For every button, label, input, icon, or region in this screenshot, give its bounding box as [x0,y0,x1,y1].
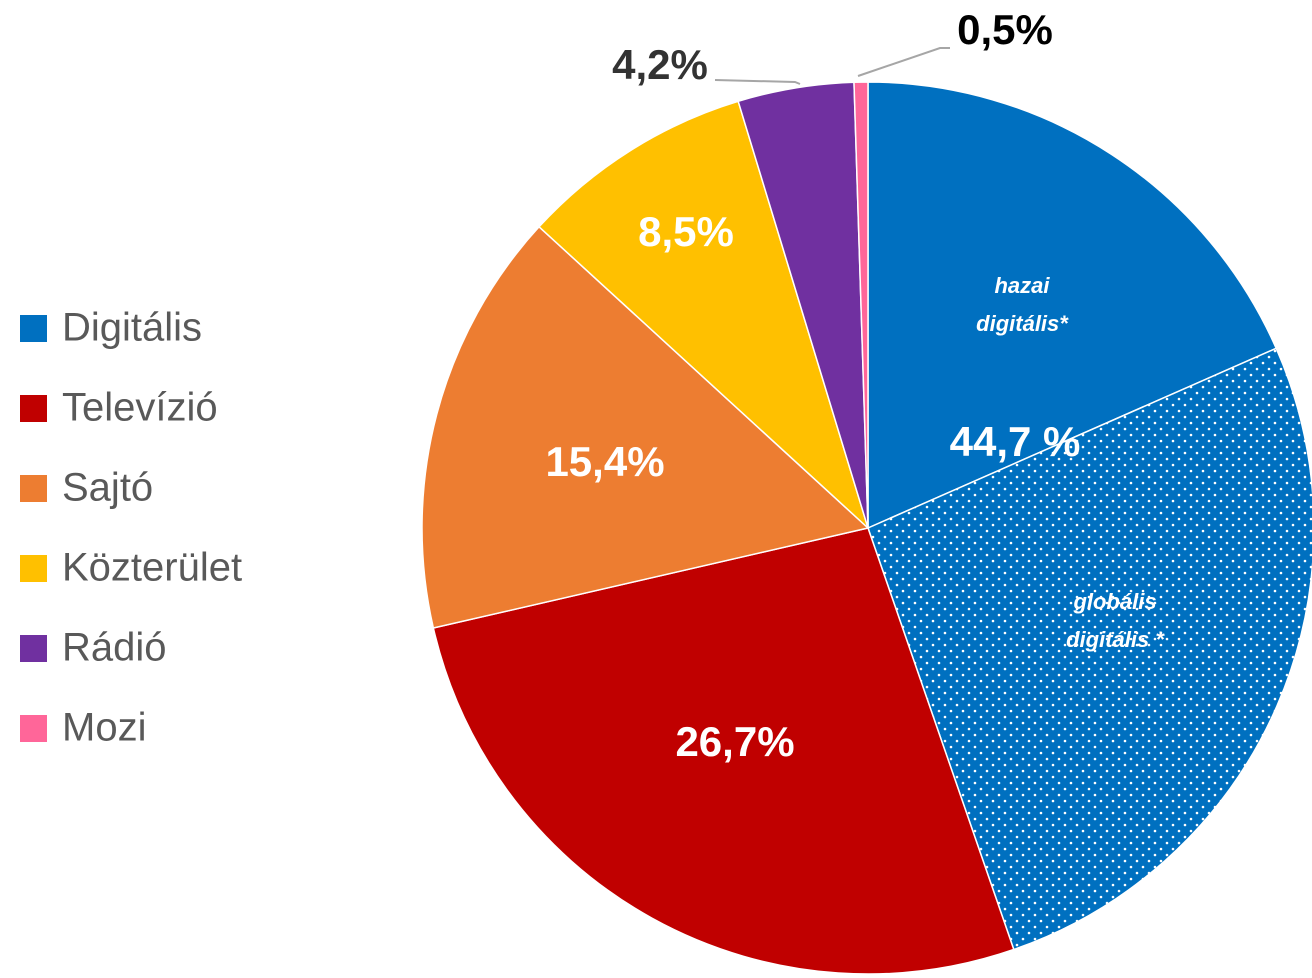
data-label: 26,7% [675,718,794,765]
sub-slice-label: globális digitális * [1066,589,1164,652]
data-label: 0,5% [957,6,1053,53]
pie-sub-slice [867,347,1312,951]
legend-label: Közterület [62,546,242,590]
data-label: 4,2% [612,41,708,88]
legend-swatch [20,635,47,662]
legend-swatch [20,475,47,502]
sub-slice-label: hazai digitális* [976,273,1068,336]
pie-slice [432,527,1015,975]
pie-sub-slice [867,81,1278,530]
legend-swatch [20,315,47,342]
legend-swatch [20,715,47,742]
legend-label: Rádió [62,626,167,670]
data-label: 44,7 % [950,418,1081,465]
legend-label: Digitális [62,306,202,350]
pie-slice [853,81,869,529]
legend-label: Sajtó [62,466,153,510]
data-label: 8,5% [638,208,734,255]
legend-swatch [20,395,47,422]
legend-swatch [20,555,47,582]
legend-label: Televízió [62,386,218,430]
pie-slice [538,100,870,531]
pie-slice [421,225,870,629]
leader-line [857,47,950,77]
data-label: 15,4% [545,438,664,485]
legend-label: Mozi [62,706,146,750]
leader-line [714,79,801,85]
